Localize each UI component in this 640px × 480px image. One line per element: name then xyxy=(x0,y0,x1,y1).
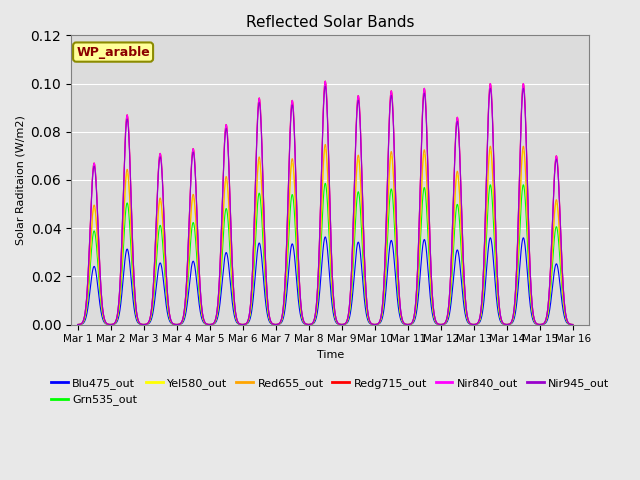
X-axis label: Time: Time xyxy=(317,350,344,360)
Y-axis label: Solar Raditaion (W/m2): Solar Raditaion (W/m2) xyxy=(15,115,25,245)
Text: WP_arable: WP_arable xyxy=(76,46,150,59)
Title: Reflected Solar Bands: Reflected Solar Bands xyxy=(246,15,415,30)
Legend: Blu475_out, Grn535_out, Yel580_out, Red655_out, Redg715_out, Nir840_out, Nir945_: Blu475_out, Grn535_out, Yel580_out, Red6… xyxy=(47,373,614,410)
